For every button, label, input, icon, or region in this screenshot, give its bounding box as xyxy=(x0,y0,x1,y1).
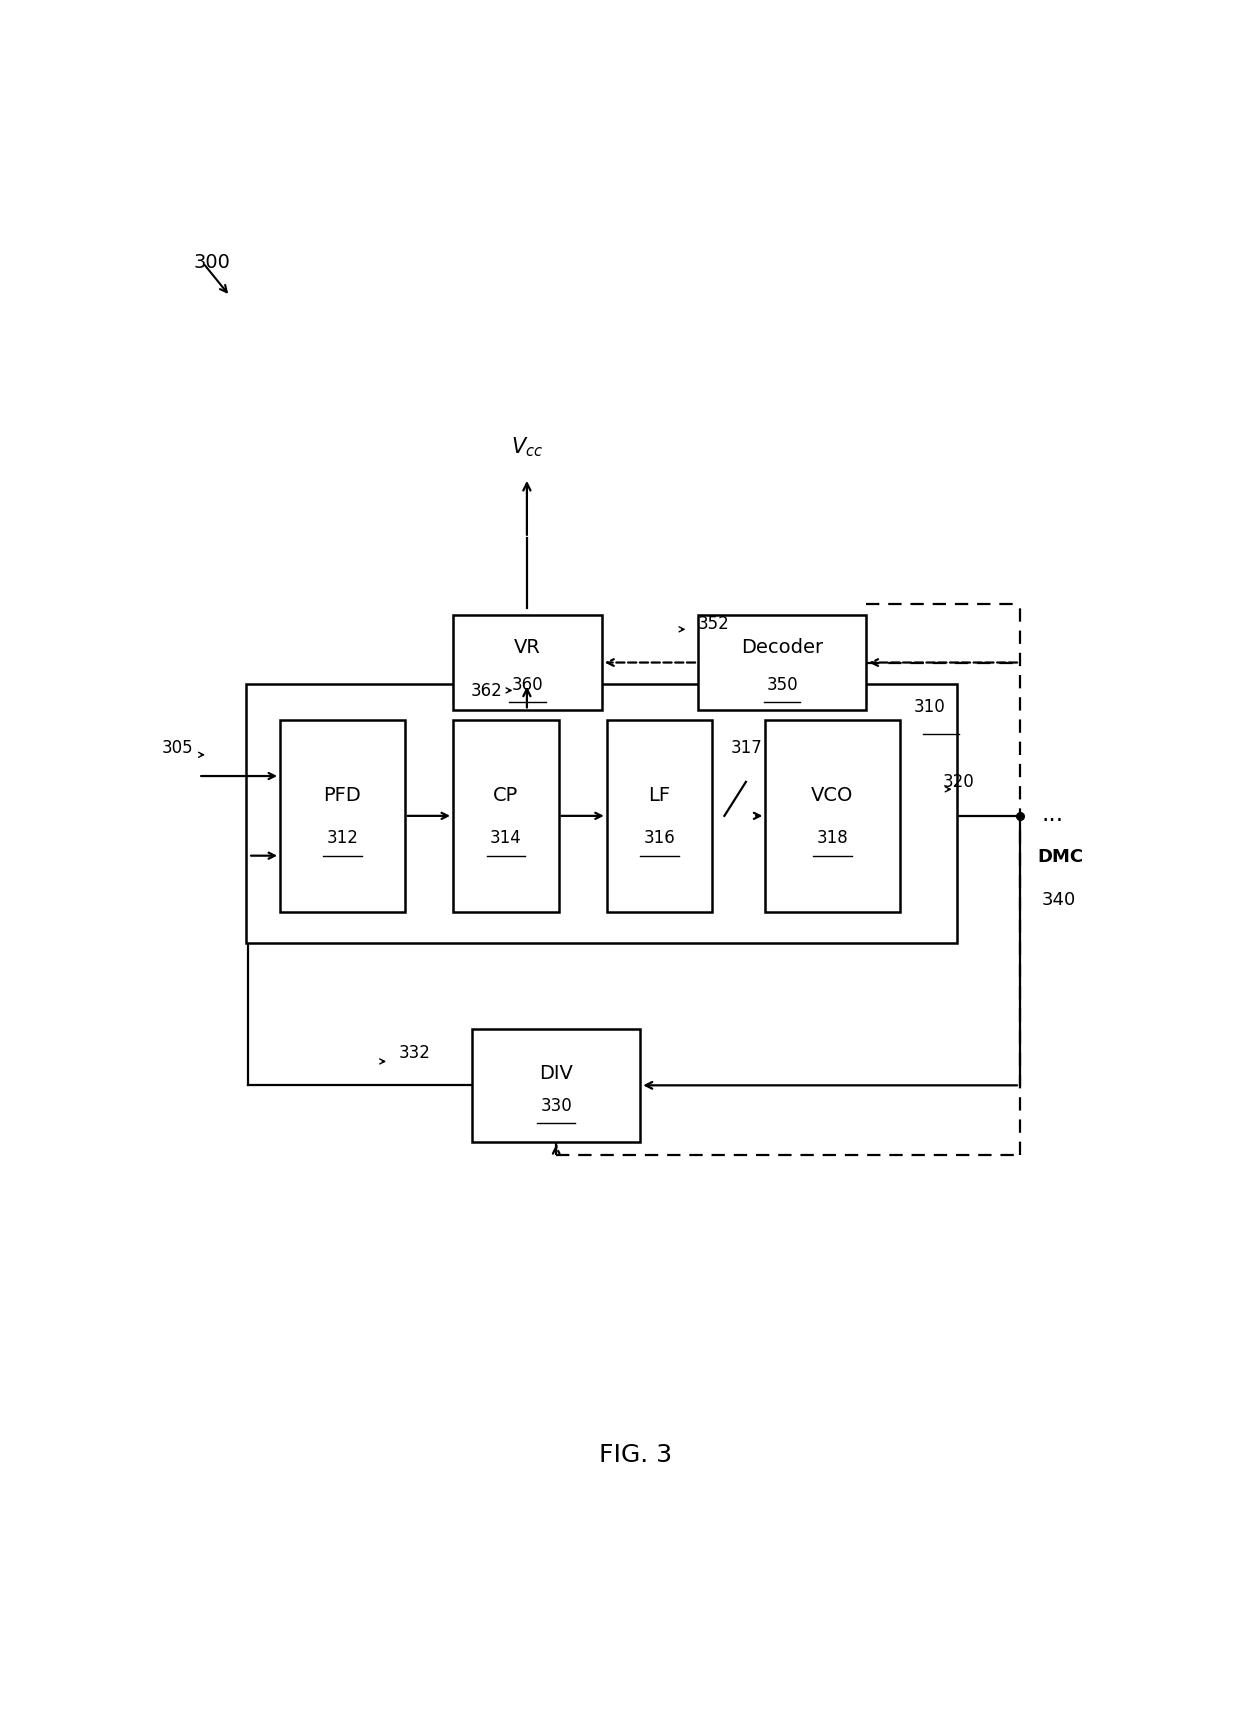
Bar xyxy=(453,615,601,712)
Bar xyxy=(247,684,957,942)
Text: ...: ... xyxy=(1042,801,1063,825)
Bar xyxy=(606,720,712,913)
Text: 340: 340 xyxy=(1042,891,1076,910)
Text: 305: 305 xyxy=(161,739,193,756)
Text: 320: 320 xyxy=(944,774,975,791)
Text: 314: 314 xyxy=(490,829,522,846)
Text: VR: VR xyxy=(513,638,541,656)
Text: $V_{cc}$: $V_{cc}$ xyxy=(511,436,543,458)
Bar xyxy=(472,1029,640,1142)
Text: 317: 317 xyxy=(730,739,763,756)
Text: 312: 312 xyxy=(326,829,358,846)
Text: 318: 318 xyxy=(817,829,848,846)
Bar xyxy=(280,720,404,913)
Bar xyxy=(698,615,866,712)
Text: VCO: VCO xyxy=(811,786,853,805)
Text: 360: 360 xyxy=(512,675,543,693)
Text: Decoder: Decoder xyxy=(742,638,823,656)
Text: 300: 300 xyxy=(193,253,231,272)
Text: 350: 350 xyxy=(766,675,797,693)
Text: FIG. 3: FIG. 3 xyxy=(599,1442,672,1466)
Text: LF: LF xyxy=(649,786,671,805)
Text: PFD: PFD xyxy=(324,786,361,805)
Bar xyxy=(453,720,558,913)
Text: DIV: DIV xyxy=(539,1063,573,1082)
Text: 332: 332 xyxy=(398,1044,430,1061)
Text: 330: 330 xyxy=(541,1096,572,1115)
Text: 310: 310 xyxy=(914,698,946,715)
Bar xyxy=(765,720,900,913)
Text: 352: 352 xyxy=(698,615,729,632)
Text: CP: CP xyxy=(494,786,518,805)
Text: DMC: DMC xyxy=(1037,848,1084,865)
Text: 362: 362 xyxy=(471,682,503,700)
Text: 316: 316 xyxy=(644,829,676,846)
